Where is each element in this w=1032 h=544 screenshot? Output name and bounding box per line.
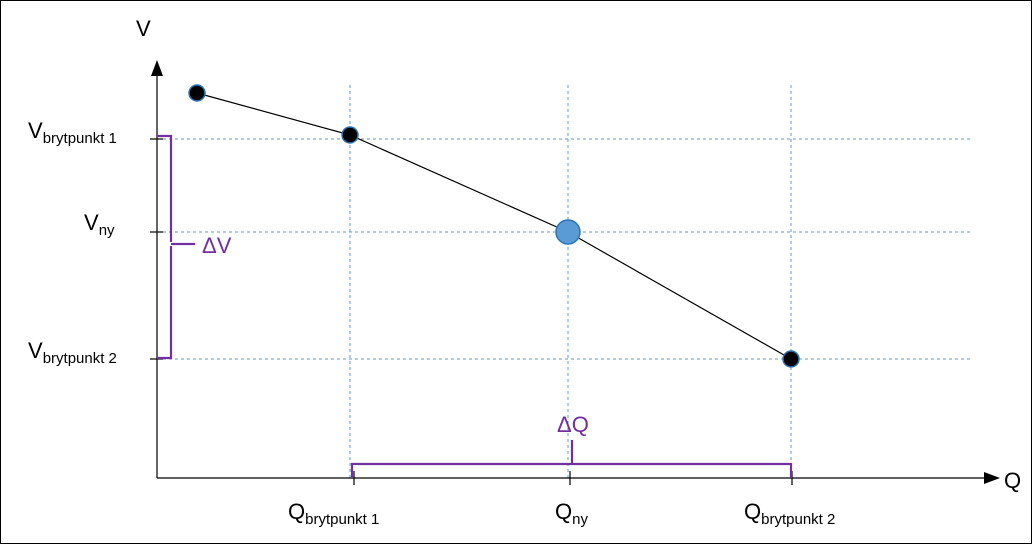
x-label-brytpunkt-2: Qbrytpunkt 2: [744, 499, 835, 528]
x-axis-arrow-icon: [984, 472, 1000, 484]
x-label-brytpunkt-2-sub: brytpunkt 2: [761, 511, 835, 528]
delta-q-bracket: [350, 440, 793, 478]
y-label-brytpunkt-1: Vbrytpunkt 1: [28, 118, 117, 147]
y-label-ny-sub: ny: [99, 222, 115, 239]
data-point-brytpunkt-2: [782, 350, 800, 368]
curve-line: [196, 92, 792, 360]
data-point-ny: [555, 219, 581, 245]
data-point-start: [188, 84, 206, 102]
y-label-brytpunkt-2-main: V: [28, 338, 43, 363]
x-label-brytpunkt-1-sub: brytpunkt 1: [305, 511, 379, 528]
y-label-brytpunkt-1-sub: brytpunkt 1: [43, 130, 117, 147]
x-label-ny-sub: ny: [572, 511, 588, 528]
delta-q-label: ΔQ: [557, 412, 589, 437]
y-label-brytpunkt-1-main: V: [28, 118, 43, 143]
delta-v-bracket: [157, 134, 195, 360]
x-label-ny: Qny: [555, 499, 588, 528]
y-label-brytpunkt-2-sub: brytpunkt 2: [43, 350, 117, 367]
x-label-brytpunkt-1-main: Q: [288, 499, 305, 524]
x-axis-label: Q: [1004, 468, 1021, 493]
y-label-ny: Vny: [84, 210, 115, 239]
y-label-ny-main: V: [84, 210, 99, 235]
x-label-ny-main: Q: [555, 499, 572, 524]
y-axis-label: V: [136, 16, 151, 41]
y-axis-arrow-icon: [151, 60, 163, 76]
x-label-brytpunkt-1: Qbrytpunkt 1: [288, 499, 379, 528]
y-label-brytpunkt-2: Vbrytpunkt 2: [28, 338, 117, 367]
delta-v-label: ΔV: [202, 233, 232, 258]
x-label-brytpunkt-2-main: Q: [744, 499, 761, 524]
data-point-brytpunkt-1: [341, 126, 359, 144]
